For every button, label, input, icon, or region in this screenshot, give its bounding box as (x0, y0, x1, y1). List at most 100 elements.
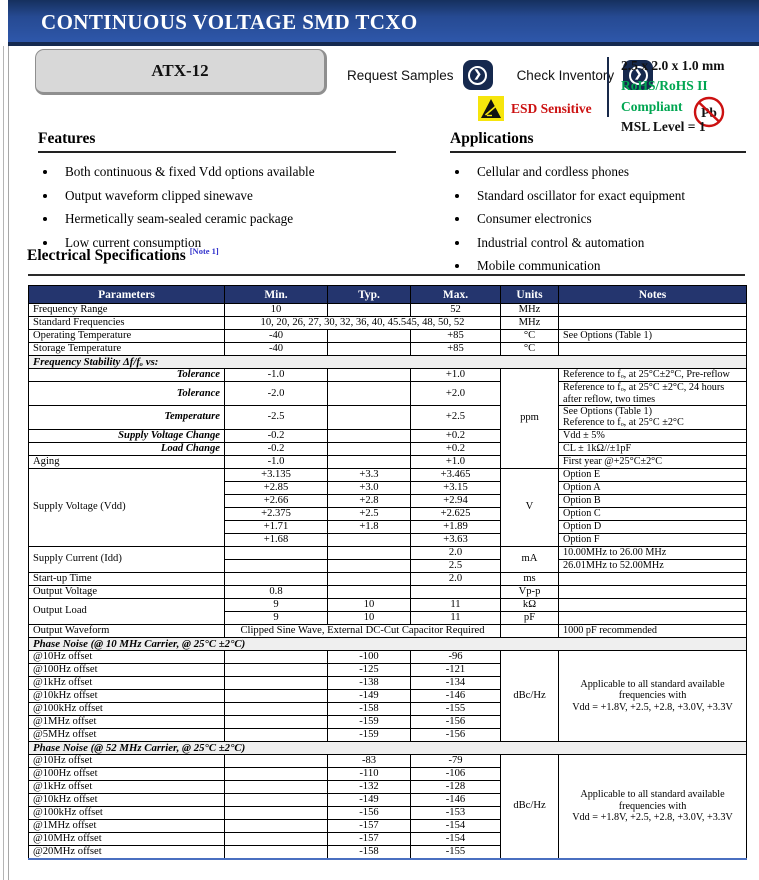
check-inventory-button[interactable]: Check Inventory ❯ (517, 60, 654, 90)
spec-cell: Option C (558, 506, 747, 521)
spec-cell: Option A (558, 480, 747, 495)
spec-cell: See Options (Table 1) Reference to fₒ, a… (558, 404, 747, 430)
spec-cell: @10kHz offset (28, 792, 225, 807)
spec-cell: -134 (410, 675, 501, 690)
spec-cell: 10 (327, 597, 411, 612)
features-list: Both continuous & fixed Vdd options avai… (58, 164, 396, 251)
table-row: Tolerance -2.0 +2.0 Reference to fₒ, at 25°… (28, 381, 747, 406)
table-row: Frequency Range 10 52 MHz (28, 303, 747, 317)
spec-cell: Output Load (28, 597, 225, 625)
spec-cell (327, 558, 411, 573)
applications-heading: Applications (450, 130, 746, 153)
spec-cell: Standard Frequencies (28, 316, 225, 330)
spec-cell: -159 (327, 714, 411, 729)
table-row: Tolerance -1.0 +1.0 ppm Reference to fₒ, at … (28, 368, 747, 469)
spec-cell (224, 662, 328, 677)
spec-cell: -0.2 (224, 428, 328, 443)
spec-cell: -155 (410, 844, 501, 860)
spec-cell (500, 623, 559, 638)
spec-cell: -159 (327, 727, 411, 742)
table-row: @20MHz offset -158 -155 (28, 844, 747, 860)
spec-cell (224, 831, 328, 846)
table-row: @100kHz offset -156 -153 (28, 805, 747, 820)
section-header-cell: Phase Noise (@ 10 MHz Carrier, @ 25°C ±2… (28, 636, 747, 651)
spec-cell (327, 368, 411, 383)
list-item: Low current consumption (58, 235, 396, 251)
list-item: Standard oscillator for exact equipment (470, 188, 746, 204)
table-row: Supply Current (Idd) 2.0 mA 10.00MHz to 26.… (28, 545, 747, 573)
table-row: @10Hz offset -83 -79 dBc/Hz Applicable to al… (28, 753, 747, 860)
spec-cell: -146 (410, 688, 501, 703)
rohs-compliance: RoHS/RoHS II Compliant (621, 78, 708, 114)
spec-cell: Option D (558, 519, 747, 534)
spec-cell: +3.63 (410, 532, 501, 547)
spec-cell: +1.0 (410, 368, 501, 383)
column-header: Units (500, 285, 559, 304)
spec-cell (558, 316, 747, 330)
spec-cell: First year @+25°C±2°C (558, 454, 747, 469)
title-banner: CONTINUOUS VOLTAGE SMD TCXO (8, 0, 759, 46)
spec-cell (327, 584, 411, 599)
table-row: Output Load 9 10 11 kΩ (28, 597, 747, 625)
section-header-cell: Frequency Stability Δf/fₒ vs: (28, 354, 747, 370)
table-row: Phase Noise (@ 52 MHz Carrier, @ 25°C ±2… (28, 740, 747, 755)
spec-cell: -138 (327, 675, 411, 690)
spec-cell (224, 558, 328, 573)
table-row: Operating Temperature -40 +85 °C See Options… (28, 329, 747, 343)
list-item: Mobile communication (470, 258, 746, 274)
table-row: Load Change -0.2 +0.2 CL ± 1kΩ//±1pF (28, 441, 747, 456)
table-row: Frequency Stability Δf/fₒ vs: (28, 354, 747, 370)
table-row: Temperature -2.5 +2.5 See Options (Table 1)… (28, 404, 747, 430)
spec-cell: Option F (558, 532, 747, 547)
spec-cell: +0.2 (410, 441, 501, 456)
spec-cell: +1.0 (410, 454, 501, 469)
spec-cell (224, 649, 328, 664)
lead-free-pb-icon: Pb (692, 95, 726, 134)
spec-cell (224, 792, 328, 807)
spec-cell: kΩ (500, 597, 559, 612)
spec-cell: @10Hz offset (28, 753, 225, 768)
table-row: Aging -1.0 +1.0 First year @+25°C±2°C (28, 454, 747, 469)
spec-cell: -155 (410, 701, 501, 716)
spec-cell: +2.66 (224, 493, 328, 508)
spec-cell: +2.625 (410, 506, 501, 521)
spec-cell (327, 441, 411, 456)
arrow-circle-icon[interactable]: ❯ (462, 60, 493, 90)
spec-cell: -100 (327, 649, 411, 664)
spec-cell: MHz (500, 316, 559, 330)
list-item: Consumer electronics (470, 211, 746, 227)
spec-cell: @20MHz offset (28, 844, 225, 860)
spec-cell: +3.15 (410, 480, 501, 495)
spec-cell: -156 (410, 727, 501, 742)
spec-cell: -110 (327, 766, 411, 781)
spec-cell: -106 (410, 766, 501, 781)
model-number: ATX-12 (151, 61, 209, 80)
table-row: @100Hz offset -125 -121 (28, 662, 747, 677)
spec-cell (224, 688, 328, 703)
spec-cell (327, 329, 411, 343)
applications-section: Applications Cellular and cordless phone… (450, 130, 746, 282)
spec-cell: ppm (500, 368, 559, 469)
table-row: @10kHz offset -149 -146 (28, 792, 747, 807)
spec-cell: Clipped Sine Wave, External DC-Cut Capac… (224, 623, 501, 638)
spec-cell: @10MHz offset (28, 831, 225, 846)
column-header: Max. (410, 285, 501, 304)
spec-cell: Supply Voltage (Vdd) (28, 467, 225, 547)
spec-cell: Option B (558, 493, 747, 508)
spec-cell (327, 381, 411, 406)
spec-cell: -156 (410, 714, 501, 729)
spec-cell: 9 (224, 610, 328, 625)
spec-section-heading: Electrical Specifications [Note 1] (27, 246, 219, 265)
spec-cell: Tolerance (28, 368, 225, 383)
request-samples-label: Request Samples (347, 67, 454, 83)
spec-cell: Reference to fₒ, at 25°C ±2°C, 24 hours … (558, 381, 747, 406)
spec-cell: Supply Voltage Change (28, 428, 225, 443)
spec-cell: @100Hz offset (28, 662, 225, 677)
spec-cell: @100kHz offset (28, 701, 225, 716)
table-row: @1kHz offset -132 -128 (28, 779, 747, 794)
spec-cell: +1.8 (327, 519, 411, 534)
arrow-circle-icon[interactable]: ❯ (623, 60, 654, 90)
spec-cell: dBc/Hz (500, 753, 559, 860)
spec-cell: -154 (410, 818, 501, 833)
request-samples-button[interactable]: Request Samples ❯ (347, 60, 493, 90)
